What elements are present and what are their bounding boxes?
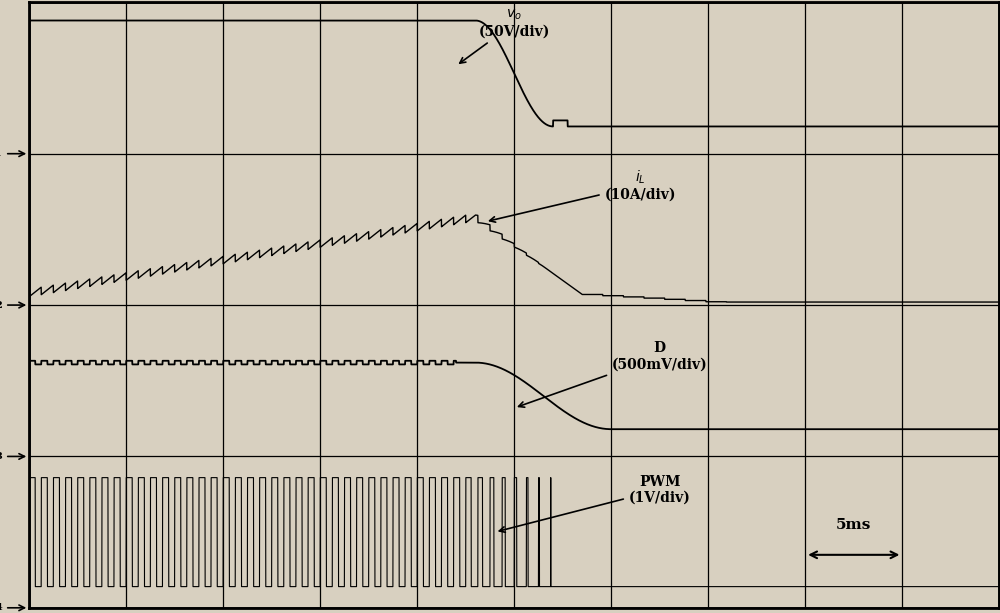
Text: 3: 3 <box>0 452 2 461</box>
Text: 4: 4 <box>0 603 2 612</box>
Text: 5ms: 5ms <box>836 518 871 532</box>
Text: 1: 1 <box>0 149 2 158</box>
Text: D
(500mV/div): D (500mV/div) <box>519 341 708 407</box>
Text: $v_o$
(50V/div): $v_o$ (50V/div) <box>460 8 550 63</box>
Text: PWM
(1V/div): PWM (1V/div) <box>499 474 691 532</box>
Text: $i_L$
(10A/div): $i_L$ (10A/div) <box>490 169 676 222</box>
Text: 2: 2 <box>0 300 2 310</box>
